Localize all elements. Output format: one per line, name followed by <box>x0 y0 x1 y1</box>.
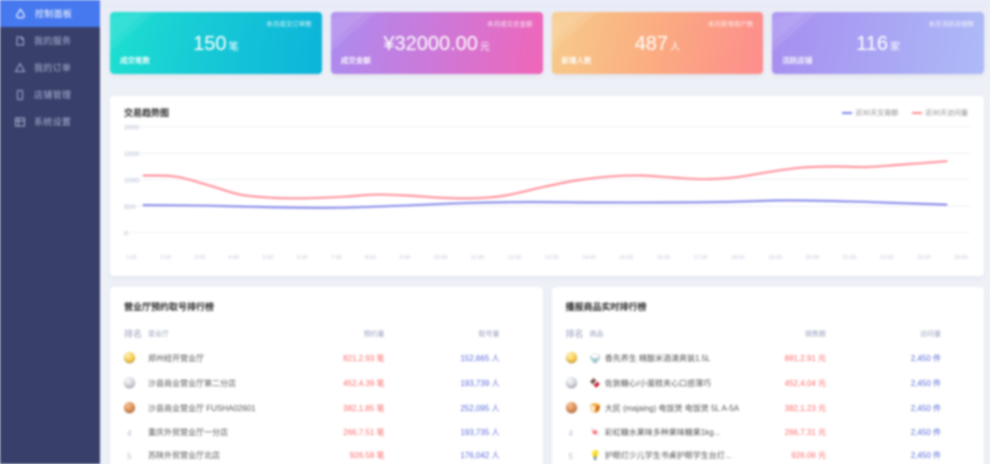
svg-text:1000: 1000 <box>124 178 140 185</box>
svg-text:500: 500 <box>124 204 136 211</box>
svg-text:0: 0 <box>124 231 128 238</box>
svg-text:1500: 1500 <box>124 151 140 158</box>
svg-text:2000: 2000 <box>124 125 140 132</box>
